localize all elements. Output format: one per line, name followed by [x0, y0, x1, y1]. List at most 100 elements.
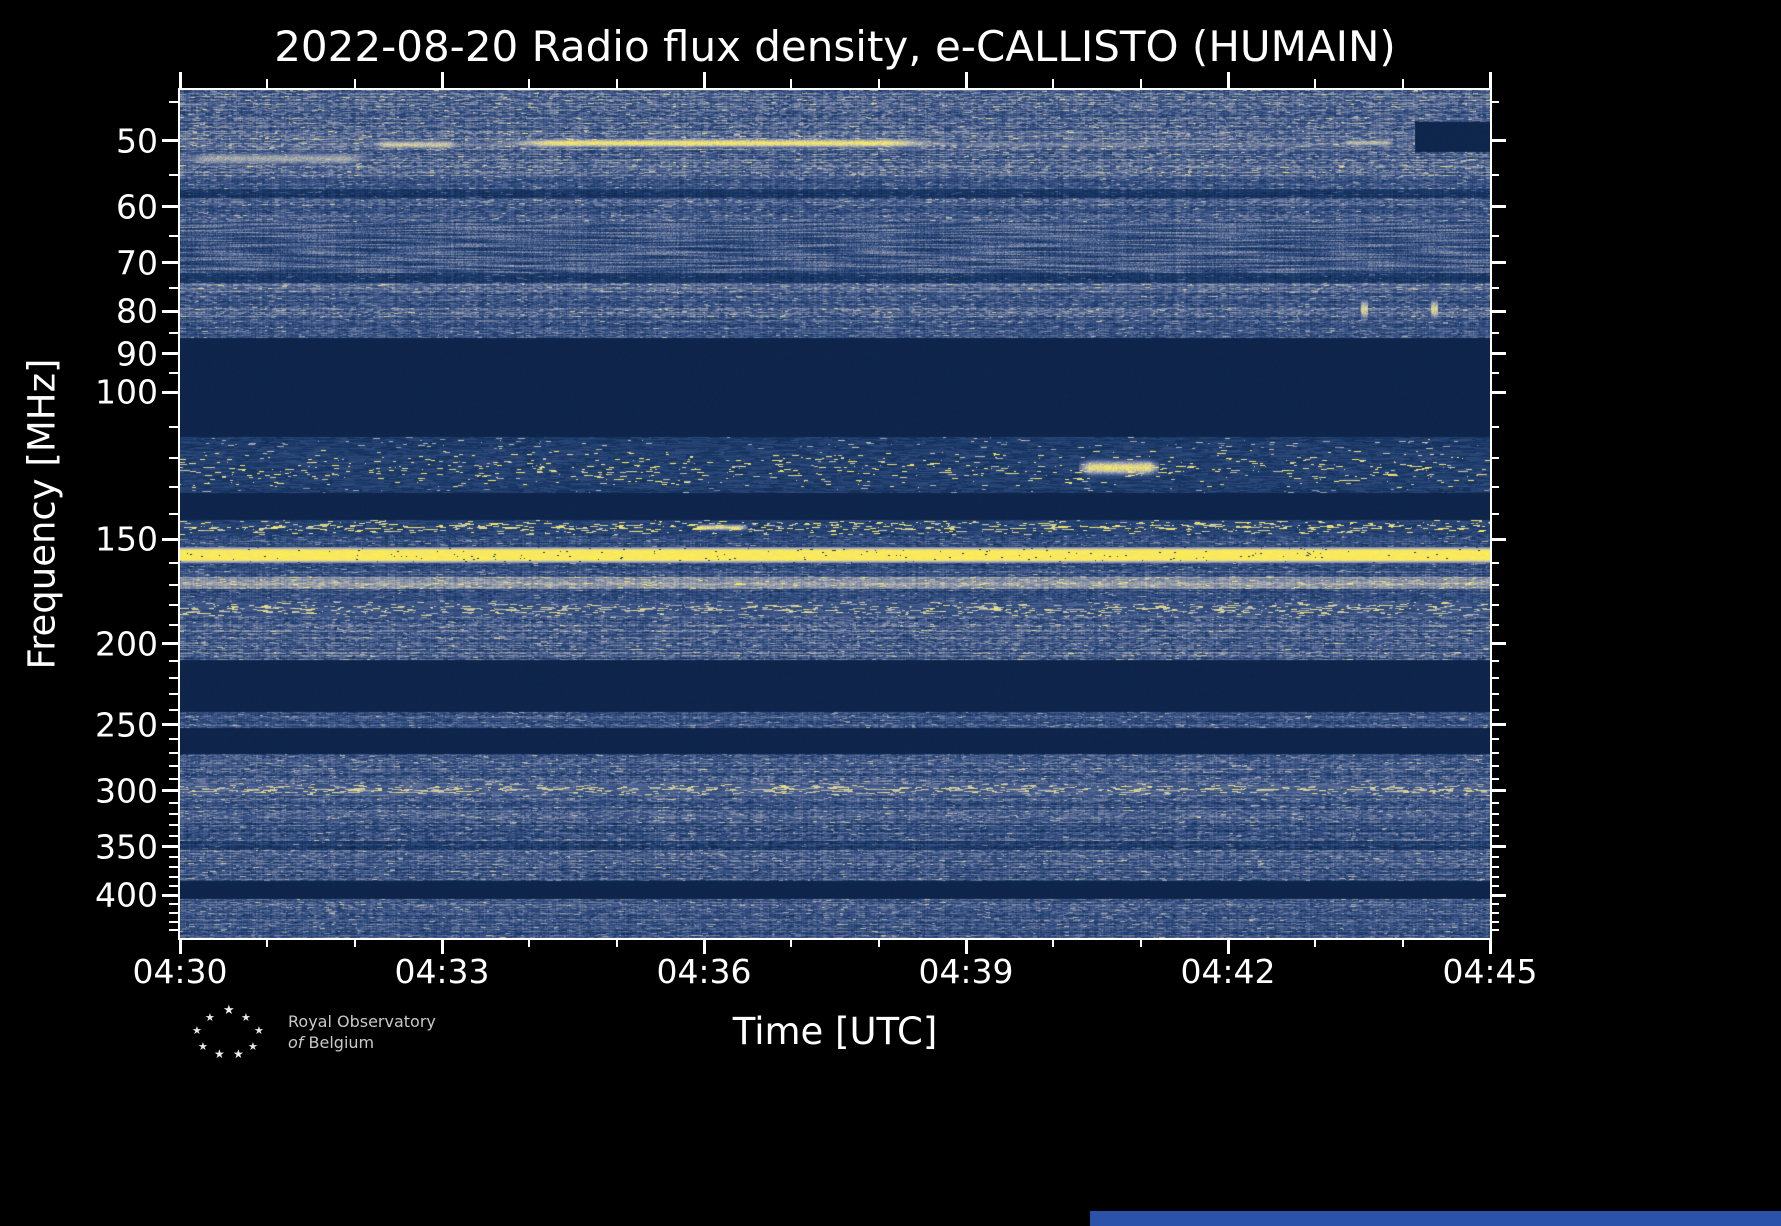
y-major-tick-right	[1490, 845, 1506, 849]
y-minor-tick-right	[1490, 813, 1499, 816]
svg-text:★: ★	[192, 1024, 202, 1037]
y-minor-tick	[169, 875, 178, 878]
y-minor-tick-right	[1490, 101, 1499, 104]
y-minor-tick	[169, 708, 178, 711]
y-minor-tick	[169, 561, 178, 564]
y-minor-tick-right	[1490, 486, 1499, 489]
y-minor-tick-right	[1490, 835, 1499, 838]
x-minor-tick	[877, 938, 880, 947]
x-minor-tick-top	[528, 79, 531, 88]
y-major-tick-right	[1490, 723, 1506, 727]
y-minor-tick-right	[1490, 677, 1499, 680]
y-major-tick	[162, 893, 178, 897]
x-axis-label: Time [UTC]	[732, 1010, 938, 1053]
y-minor-tick	[169, 693, 178, 696]
x-minor-tick-top	[877, 79, 880, 88]
y-major-tick-right	[1490, 789, 1506, 793]
y-major-tick	[162, 205, 178, 209]
y-major-tick-right	[1490, 390, 1506, 394]
y-tick-label: 70	[116, 243, 158, 283]
y-minor-tick	[169, 486, 178, 489]
x-major-tick-top	[1488, 72, 1492, 88]
x-tick-label: 04:39	[918, 952, 1014, 991]
y-major-tick	[162, 309, 178, 313]
y-minor-tick	[169, 372, 178, 375]
y-minor-tick-right	[1490, 885, 1499, 888]
y-minor-tick	[169, 604, 178, 607]
y-minor-tick-right	[1490, 332, 1499, 335]
x-major-tick	[964, 938, 968, 954]
y-minor-tick	[169, 835, 178, 838]
x-major-tick	[178, 938, 182, 954]
y-tick-label: 150	[95, 519, 158, 559]
y-minor-tick-right	[1490, 801, 1499, 804]
x-major-tick	[1488, 938, 1492, 954]
x-minor-tick	[790, 938, 793, 947]
y-minor-tick-right	[1490, 693, 1499, 696]
y-major-tick-right	[1490, 205, 1506, 209]
x-major-tick-top	[178, 72, 182, 88]
y-minor-tick-right	[1490, 513, 1499, 516]
x-tick-label: 04:33	[394, 952, 490, 991]
x-tick-label: 04:30	[132, 952, 228, 991]
y-minor-tick-right	[1490, 865, 1499, 868]
y-major-tick	[162, 139, 178, 143]
x-major-tick-top	[440, 72, 444, 88]
y-minor-tick-right	[1490, 425, 1499, 428]
chart-title: 2022-08-20 Radio flux density, e-CALLIST…	[274, 22, 1396, 71]
y-tick-label: 250	[95, 705, 158, 745]
y-minor-tick-right	[1490, 751, 1499, 754]
x-minor-tick-top	[266, 79, 269, 88]
y-minor-tick	[169, 856, 178, 858]
x-minor-tick-top	[615, 79, 618, 88]
x-tick-label: 04:42	[1180, 952, 1276, 991]
svg-text:★: ★	[223, 1003, 235, 1018]
y-minor-tick-right	[1490, 903, 1499, 906]
y-minor-tick	[169, 677, 178, 680]
y-minor-tick	[169, 174, 178, 177]
y-minor-tick-right	[1490, 824, 1499, 827]
x-minor-tick	[1314, 938, 1317, 947]
x-minor-tick-top	[353, 79, 356, 88]
y-tick-label: 50	[116, 121, 158, 161]
x-minor-tick	[353, 938, 356, 947]
x-minor-tick	[1401, 938, 1404, 947]
y-major-tick	[162, 261, 178, 265]
y-major-tick	[162, 352, 178, 356]
x-minor-tick	[1139, 938, 1142, 947]
y-major-tick-right	[1490, 352, 1506, 356]
y-minor-tick-right	[1490, 920, 1499, 923]
x-major-tick	[1226, 938, 1230, 954]
y-major-tick-right	[1490, 642, 1506, 646]
y-tick-label: 300	[95, 771, 158, 811]
y-minor-tick	[169, 764, 178, 767]
y-minor-tick	[169, 286, 178, 289]
y-minor-tick-right	[1490, 372, 1499, 375]
x-minor-tick	[1052, 938, 1055, 947]
y-major-tick	[162, 723, 178, 727]
svg-text:★: ★	[248, 1040, 258, 1053]
y-minor-tick-right	[1490, 660, 1499, 663]
y-minor-tick-right	[1490, 708, 1499, 711]
y-minor-tick	[169, 737, 178, 740]
y-minor-tick-right	[1490, 174, 1499, 177]
y-major-tick-right	[1490, 309, 1506, 313]
y-major-tick-right	[1490, 261, 1506, 265]
y-minor-tick	[169, 885, 178, 888]
y-minor-tick	[169, 928, 178, 931]
y-minor-tick	[169, 101, 178, 104]
y-tick-label: 100	[95, 372, 158, 412]
branding-line1: Royal Observatory	[288, 1012, 436, 1032]
y-minor-tick-right	[1490, 777, 1499, 780]
x-tick-label: 04:36	[656, 952, 752, 991]
y-minor-tick-right	[1490, 583, 1499, 586]
y-tick-label: 60	[116, 187, 158, 227]
y-minor-tick	[169, 425, 178, 428]
y-minor-tick-right	[1490, 737, 1499, 740]
y-minor-tick	[169, 865, 178, 868]
y-major-tick	[162, 642, 178, 646]
plot-area: 04:30 04:33 04:36 04:39 04:42 04:45 50 60 70 80 90…	[95, 72, 1538, 991]
y-major-tick-right	[1490, 139, 1506, 143]
rob-branding-text: Royal Observatory of Belgium	[288, 1012, 436, 1054]
